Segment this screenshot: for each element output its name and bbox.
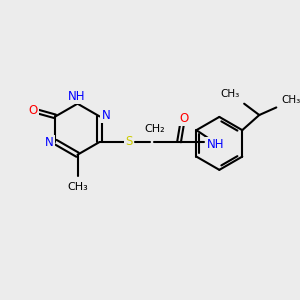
Text: CH₃: CH₃: [220, 89, 239, 99]
Text: S: S: [125, 136, 133, 148]
Text: NH: NH: [68, 90, 85, 103]
Text: CH₂: CH₂: [144, 124, 165, 134]
Text: N: N: [101, 109, 110, 122]
Text: N: N: [45, 136, 53, 149]
Text: O: O: [28, 104, 38, 117]
Text: CH₃: CH₃: [67, 182, 88, 192]
Text: NH: NH: [206, 138, 224, 151]
Text: CH₃: CH₃: [281, 94, 300, 105]
Text: O: O: [179, 112, 188, 125]
